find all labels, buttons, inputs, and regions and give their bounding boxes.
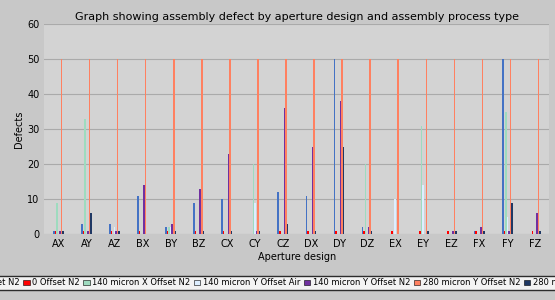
Bar (84, 118, 85, 234)
Bar (371, 230, 372, 234)
Bar (143, 185, 145, 234)
Bar (474, 230, 476, 234)
Bar (426, 59, 427, 234)
Bar (397, 59, 399, 234)
Bar (139, 230, 140, 234)
Bar (199, 188, 201, 234)
Bar (455, 230, 457, 234)
Bar (539, 230, 541, 234)
Bar (62, 230, 64, 234)
Bar (253, 164, 254, 234)
Bar (306, 196, 307, 234)
Bar (422, 185, 424, 234)
Bar (340, 101, 341, 234)
Bar (193, 202, 195, 234)
Bar (59, 230, 60, 234)
Title: Graph showing assembly defect by aperture design and assembly process type: Graph showing assembly defect by apertur… (75, 12, 519, 22)
Bar (395, 199, 396, 234)
Bar (287, 224, 288, 234)
Bar (114, 227, 115, 234)
Bar (256, 230, 257, 234)
Bar (502, 59, 503, 234)
Bar (312, 146, 313, 234)
Bar (507, 217, 508, 234)
Bar (511, 202, 513, 234)
Bar (257, 59, 259, 234)
Bar (145, 59, 147, 234)
Bar (503, 230, 505, 234)
Bar (228, 154, 229, 234)
Bar (370, 59, 371, 234)
Bar (83, 230, 84, 234)
Bar (391, 230, 393, 234)
Bar (115, 230, 117, 234)
Bar (223, 230, 224, 234)
Bar (53, 230, 54, 234)
Bar (452, 230, 453, 234)
Bar (170, 227, 171, 234)
Bar (427, 230, 428, 234)
Bar (60, 59, 62, 234)
Bar (476, 230, 477, 234)
Bar (334, 59, 335, 234)
Bar (532, 230, 533, 234)
Bar (229, 59, 231, 234)
Bar (307, 230, 309, 234)
Bar (480, 227, 482, 234)
Bar (117, 59, 118, 234)
Bar (505, 112, 507, 234)
Bar (168, 227, 170, 234)
Bar (284, 108, 285, 234)
Bar (482, 59, 483, 234)
Bar (279, 230, 281, 234)
Bar (165, 227, 167, 234)
Bar (278, 192, 279, 234)
Bar (109, 224, 110, 234)
Bar (87, 230, 89, 234)
Y-axis label: Defects: Defects (14, 110, 24, 148)
Bar (536, 213, 538, 234)
Bar (341, 59, 343, 234)
Bar (89, 59, 90, 234)
Bar (362, 227, 363, 234)
Bar (420, 230, 421, 234)
Bar (118, 230, 120, 234)
Bar (201, 59, 203, 234)
Bar (56, 202, 58, 234)
Bar (173, 59, 174, 234)
Bar (203, 230, 204, 234)
Bar (343, 146, 345, 234)
Bar (285, 59, 287, 234)
Bar (365, 164, 366, 234)
Bar (167, 230, 168, 234)
Bar (174, 230, 176, 234)
X-axis label: Aperture design: Aperture design (258, 252, 336, 262)
Bar (221, 199, 223, 234)
Legend: 0 Offset N2, 0 Offset N2, 140 micron X Offset N2, 140 micron Y Offset Air, 140 m: 0 Offset N2, 0 Offset N2, 140 micron X O… (0, 276, 555, 290)
Bar (313, 59, 315, 234)
Bar (483, 230, 485, 234)
Bar (254, 202, 256, 234)
Bar (195, 230, 196, 234)
Bar (137, 196, 139, 234)
Bar (421, 125, 422, 234)
Bar (453, 59, 455, 234)
Bar (363, 230, 365, 234)
Bar (81, 224, 83, 234)
Bar (171, 224, 173, 234)
Bar (54, 230, 56, 234)
Bar (90, 213, 92, 234)
Bar (538, 59, 539, 234)
Bar (508, 230, 509, 234)
Bar (509, 59, 511, 234)
Bar (110, 230, 112, 234)
Bar (315, 230, 316, 234)
Bar (447, 230, 449, 234)
Bar (231, 230, 232, 234)
Bar (335, 230, 337, 234)
Bar (259, 230, 260, 234)
Bar (368, 227, 370, 234)
